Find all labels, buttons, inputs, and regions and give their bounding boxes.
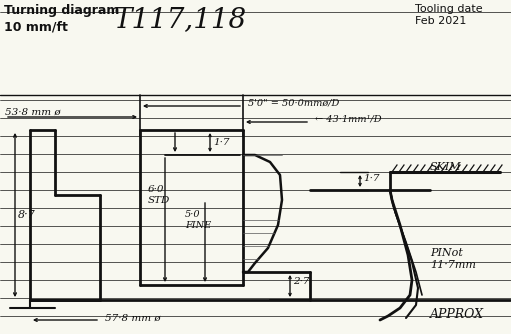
Text: 57·8 mm ø: 57·8 mm ø <box>105 314 160 323</box>
Text: 8·7: 8·7 <box>18 210 36 220</box>
Text: T117,118: T117,118 <box>113 6 247 33</box>
Text: 5'0" = 50·0mmø/D: 5'0" = 50·0mmø/D <box>248 98 339 107</box>
Text: APPROX: APPROX <box>430 308 484 321</box>
Text: 6·0
STD: 6·0 STD <box>148 185 170 205</box>
Text: PINot
11·7mm: PINot 11·7mm <box>430 248 476 271</box>
Text: SKIM: SKIM <box>430 162 461 172</box>
Text: Turning diagram
10 mm/ft: Turning diagram 10 mm/ft <box>4 4 120 33</box>
Text: 1·7: 1·7 <box>213 138 229 147</box>
Text: ← 43·1mm¹/D: ← 43·1mm¹/D <box>315 114 382 123</box>
Text: 53·8 mm ø: 53·8 mm ø <box>5 108 61 117</box>
Text: Tooling date
Feb 2021: Tooling date Feb 2021 <box>415 4 482 26</box>
Text: 1·7: 1·7 <box>363 173 380 182</box>
Text: 5·0
FINE: 5·0 FINE <box>185 210 211 230</box>
Text: 2·7: 2·7 <box>293 278 310 287</box>
